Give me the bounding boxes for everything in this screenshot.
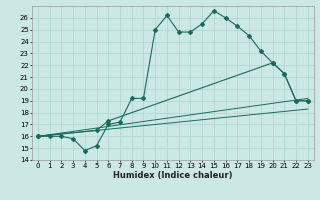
X-axis label: Humidex (Indice chaleur): Humidex (Indice chaleur) — [113, 171, 233, 180]
